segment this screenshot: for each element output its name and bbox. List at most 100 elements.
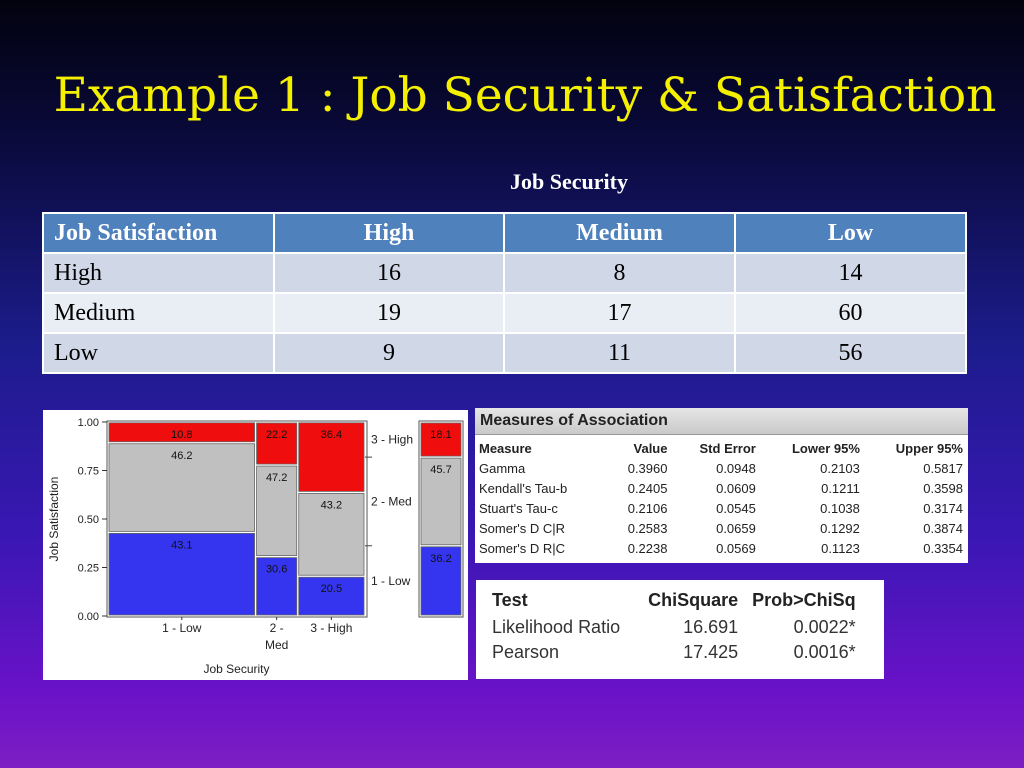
margin-bar-segment	[420, 422, 462, 457]
margin-bar-value-label: 18.1	[430, 429, 451, 441]
test-name: Likelihood Ratio	[492, 617, 621, 637]
mosaic-cell	[108, 422, 255, 443]
y-tick-label: 0.50	[78, 514, 99, 526]
header-job-satisfaction: Job Satisfaction	[42, 212, 275, 254]
mosaic-cell	[256, 422, 298, 465]
table-cell: 0.3354	[923, 540, 963, 556]
table-row: Somer's D R|C 0.2238 0.0569 0.1123 0.335…	[475, 538, 968, 558]
table-cell: 0.1038	[820, 500, 860, 516]
header-prob-chisq: Prob>ChiSq	[752, 590, 856, 610]
measures-of-association-panel: Measures of Association Measure Value St…	[475, 408, 968, 563]
table-row: Gamma 0.3960 0.0948 0.2103 0.5817	[475, 458, 968, 478]
legend-label: 3 - High	[371, 433, 413, 447]
table-cell: 56	[734, 332, 967, 374]
header-chisquare: ChiSquare	[648, 590, 739, 610]
slide-title: Example 1 : Job Security & Satisfaction	[53, 68, 997, 123]
table-cell: 0.0016*	[793, 642, 856, 662]
table-cell: 17	[503, 292, 736, 334]
table-cell: 0.3174	[923, 500, 963, 516]
table-cell: 0.2238	[627, 540, 668, 556]
cell-value-label: 30.6	[266, 564, 287, 576]
margin-bar-value-label: 36.2	[430, 553, 451, 565]
table-cell: 0.2103	[820, 460, 860, 476]
table-cell: 0.1292	[820, 520, 860, 536]
mosaic-cell	[108, 443, 255, 532]
cell-value-label: 47.2	[266, 472, 287, 484]
column-group-label: Job Security	[510, 169, 628, 194]
cell-value-label: 46.2	[171, 450, 192, 462]
header-medium: Medium	[503, 212, 736, 254]
table-cell: 16	[273, 252, 505, 294]
mosaic-plot: 0.00 0.25 0.50 0.75 1.00 43.1 46.2 10.8 1 - Low 3…	[47, 417, 464, 676]
measure-name: Stuart's Tau-c	[479, 500, 558, 516]
table-cell: 0.0022*	[793, 617, 856, 637]
mosaic-cell	[108, 532, 255, 616]
header-value: Value	[633, 441, 668, 456]
margin-bar-segment	[420, 457, 462, 546]
cell-value-label: 20.5	[321, 583, 342, 595]
table-cell: 0.3960	[627, 460, 668, 476]
y-tick-label: 0.75	[78, 466, 99, 478]
table-cell: 0.2106	[627, 500, 668, 516]
table-cell: 0.2583	[627, 520, 668, 536]
table-cell: 16.691	[683, 617, 739, 637]
table-row: Kendall's Tau-b 0.2405 0.0609 0.1211 0.3…	[475, 478, 968, 498]
mosaic-cell	[298, 493, 365, 576]
header-low: Low	[734, 212, 967, 254]
legend-label: 2 - Med	[371, 494, 412, 508]
tests-panel: Test ChiSquare Prob>ChiSq Likelihood Rat…	[476, 580, 884, 679]
header-lower-95: Lower 95%	[791, 441, 860, 456]
cell-value-label: 10.8	[171, 429, 192, 441]
table-cell: 0.1123	[821, 540, 860, 556]
table-cell: 17.425	[683, 642, 739, 662]
header-test: Test	[492, 590, 528, 610]
row-label: High	[42, 252, 275, 294]
table-cell: 0.1211	[821, 480, 860, 496]
tests-table: Test ChiSquare Prob>ChiSq Likelihood Rat…	[488, 588, 862, 665]
table-cell: 0.3874	[923, 520, 963, 536]
table-cell: 0.0659	[716, 520, 756, 536]
table-cell: 0.3598	[923, 480, 963, 496]
table-cell: 0.0609	[716, 480, 756, 496]
test-name: Pearson	[492, 642, 560, 662]
y-tick-label: 0.00	[78, 611, 99, 623]
table-cell: 0.5817	[923, 460, 963, 476]
measure-name: Somer's D C|R	[479, 520, 566, 536]
cell-value-label: 22.2	[266, 429, 287, 441]
table-row: Somer's D C|R 0.2583 0.0659 0.1292 0.387…	[475, 518, 968, 538]
contingency-header-row: Job Satisfaction High Medium Low	[42, 212, 967, 254]
x-axis-title: Job Security	[203, 662, 269, 676]
table-row: Low 9 11 56	[42, 332, 967, 374]
cell-value-label: 43.2	[321, 499, 342, 511]
tests-header-row: Test ChiSquare Prob>ChiSq	[488, 588, 862, 615]
table-cell: 0.0948	[716, 460, 756, 476]
x-category-label: Med	[265, 638, 288, 652]
measure-name: Gamma	[479, 460, 526, 476]
table-cell: 8	[503, 252, 736, 294]
assoc-header-row: Measure Value Std Error Lower 95% Upper …	[475, 438, 968, 458]
mosaic-cell	[298, 576, 365, 616]
x-category-label: 3 - High	[310, 621, 352, 635]
table-row: High 16 8 14	[42, 252, 967, 294]
header-std-error: Std Error	[699, 441, 756, 456]
mosaic-plot-panel: 0.00 0.25 0.50 0.75 1.00 43.1 46.2 10.8 1 - Low 3…	[43, 410, 468, 680]
measure-name: Somer's D R|C	[479, 540, 566, 556]
table-cell: 60	[734, 292, 967, 334]
margin-bar-value-label: 45.7	[430, 464, 451, 476]
contingency-table: Job Satisfaction High Medium Low High 16…	[42, 212, 967, 374]
table-cell: 0.0569	[716, 540, 756, 556]
table-cell: 14	[734, 252, 967, 294]
y-tick-label: 0.25	[78, 563, 99, 575]
table-row: Stuart's Tau-c 0.2106 0.0545 0.1038 0.31…	[475, 498, 968, 518]
y-axis-title: Job Satisfaction	[47, 477, 61, 562]
mosaic-cell	[256, 557, 298, 616]
cell-value-label: 36.4	[321, 429, 342, 441]
table-cell: 11	[503, 332, 736, 374]
table-cell: 9	[273, 332, 505, 374]
x-category-label: 2 -	[270, 621, 284, 635]
header-high: High	[273, 212, 505, 254]
x-category-label: 1 - Low	[162, 621, 202, 635]
table-row: Pearson 17.425 0.0016*	[488, 640, 862, 665]
measure-name: Kendall's Tau-b	[479, 480, 568, 496]
header-measure: Measure	[479, 441, 532, 456]
